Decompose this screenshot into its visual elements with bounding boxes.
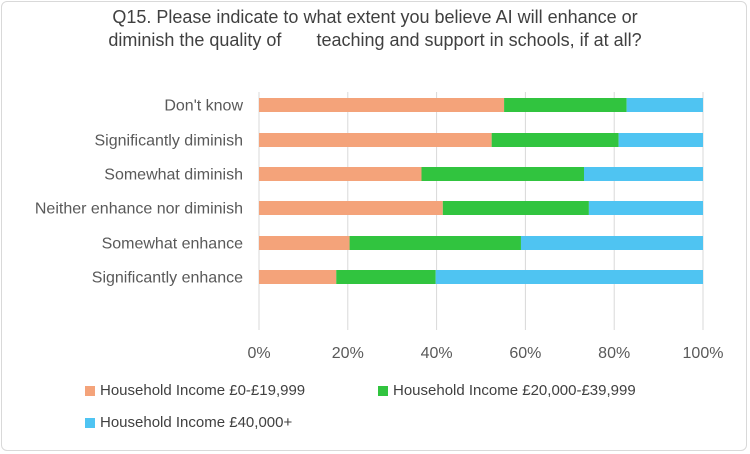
category-label: Somewhat enhance: [102, 236, 244, 253]
bar-segment: [259, 98, 505, 112]
bar-segment: [259, 167, 422, 181]
bar-segment: [504, 98, 627, 112]
bar-segment: [435, 270, 703, 284]
bar-segment: [626, 98, 703, 112]
bar-segment: [259, 236, 350, 250]
x-tick-label: 80%: [598, 345, 630, 362]
bar-segment: [584, 167, 703, 181]
bar-segment: [421, 167, 585, 181]
chart-title: Q15. Please indicate to what extent you …: [0, 6, 750, 52]
x-tick-label: 100%: [683, 345, 724, 362]
bar-segment: [618, 133, 703, 147]
bar-segment: [336, 270, 436, 284]
bar-segment: [588, 201, 703, 215]
category-label: Significantly diminish: [94, 133, 243, 150]
bar-segment: [491, 133, 619, 147]
chart-title-line-2: diminish the quality of teaching and sup…: [108, 30, 642, 50]
category-label: Neither enhance nor diminish: [35, 201, 243, 218]
bar-segment: [442, 201, 589, 215]
bar-segment: [259, 133, 492, 147]
x-tick-label: 60%: [509, 345, 541, 362]
category-label: Somewhat diminish: [104, 167, 243, 184]
category-label: Don't know: [164, 98, 243, 115]
bar-segment: [259, 270, 337, 284]
chart-title-line-1: Q15. Please indicate to what extent you …: [112, 7, 638, 27]
bar-segment: [259, 201, 443, 215]
bar-segment: [349, 236, 521, 250]
x-tick-label: 0%: [247, 345, 270, 362]
bar-segment: [520, 236, 703, 250]
category-label: Significantly enhance: [92, 270, 243, 287]
x-tick-label: 20%: [332, 345, 364, 362]
x-tick-label: 40%: [421, 345, 453, 362]
